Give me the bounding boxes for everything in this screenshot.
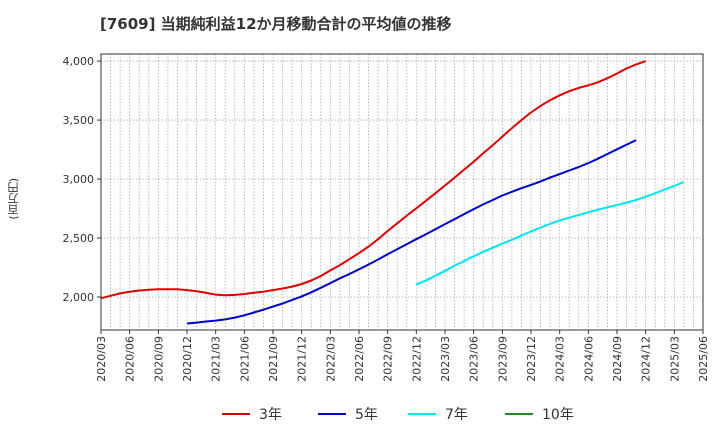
- x-tick-label: 2022/09: [382, 336, 395, 382]
- x-tick-label: 2024/12: [640, 336, 653, 382]
- y-tick-label: 3,500: [63, 114, 95, 127]
- x-tick-label: 2020/03: [95, 336, 108, 382]
- series-layer: [100, 60, 685, 325]
- x-tick-label: 2023/06: [468, 336, 481, 382]
- chart-title: [7609] 当期純利益12か月移動合計の平均値の推移: [100, 15, 452, 33]
- x-tick-label: 2021/06: [238, 336, 251, 382]
- y-tick-label: 2,500: [63, 232, 95, 245]
- axis-layer: 2,000 2,500 3,000 3,500 4,000 2020/03 2020/06 2…: [63, 53, 710, 382]
- plot-area: [101, 54, 703, 330]
- x-tick-label: 2023/12: [525, 336, 538, 382]
- legend-label-3: 7年: [445, 407, 468, 423]
- y-tick-label: 3,000: [63, 173, 95, 186]
- x-tick-label: 2022/03: [324, 336, 337, 382]
- y-tick-label: 4,000: [63, 55, 95, 68]
- x-tick-label: 2024/09: [611, 336, 624, 382]
- legend: 3年 5年 7年 10年: [222, 407, 574, 423]
- series-line-3: [415, 181, 685, 286]
- x-tick-label: 2021/12: [296, 336, 309, 382]
- x-tick-label: 2024/03: [554, 336, 567, 382]
- series-line-2: [186, 139, 637, 325]
- legend-label-2: 5年: [355, 407, 378, 423]
- grid-layer: [101, 54, 703, 330]
- x-tick-label: 2025/03: [668, 336, 681, 382]
- plot-border: [100, 53, 704, 331]
- x-tick-label: 2020/12: [181, 336, 194, 382]
- y-tick-label: 2,000: [63, 291, 95, 304]
- x-tick-label: 2022/12: [410, 336, 423, 382]
- x-tick-label: 2025/06: [697, 336, 710, 382]
- x-tick-label: 2022/06: [353, 336, 366, 382]
- x-tick-label: 2023/03: [439, 336, 452, 382]
- x-tick-label: 2020/09: [152, 336, 165, 382]
- x-tick-label: 2021/03: [210, 336, 223, 382]
- x-tick-label: 2023/09: [496, 336, 509, 382]
- x-tick-label: 2021/09: [267, 336, 280, 382]
- x-tick-label: 2020/06: [124, 336, 137, 382]
- x-tick-label: 2024/06: [582, 336, 595, 382]
- legend-label-1: 3年: [259, 407, 282, 423]
- legend-label-4: 10年: [542, 407, 574, 423]
- series-line-1: [100, 60, 647, 300]
